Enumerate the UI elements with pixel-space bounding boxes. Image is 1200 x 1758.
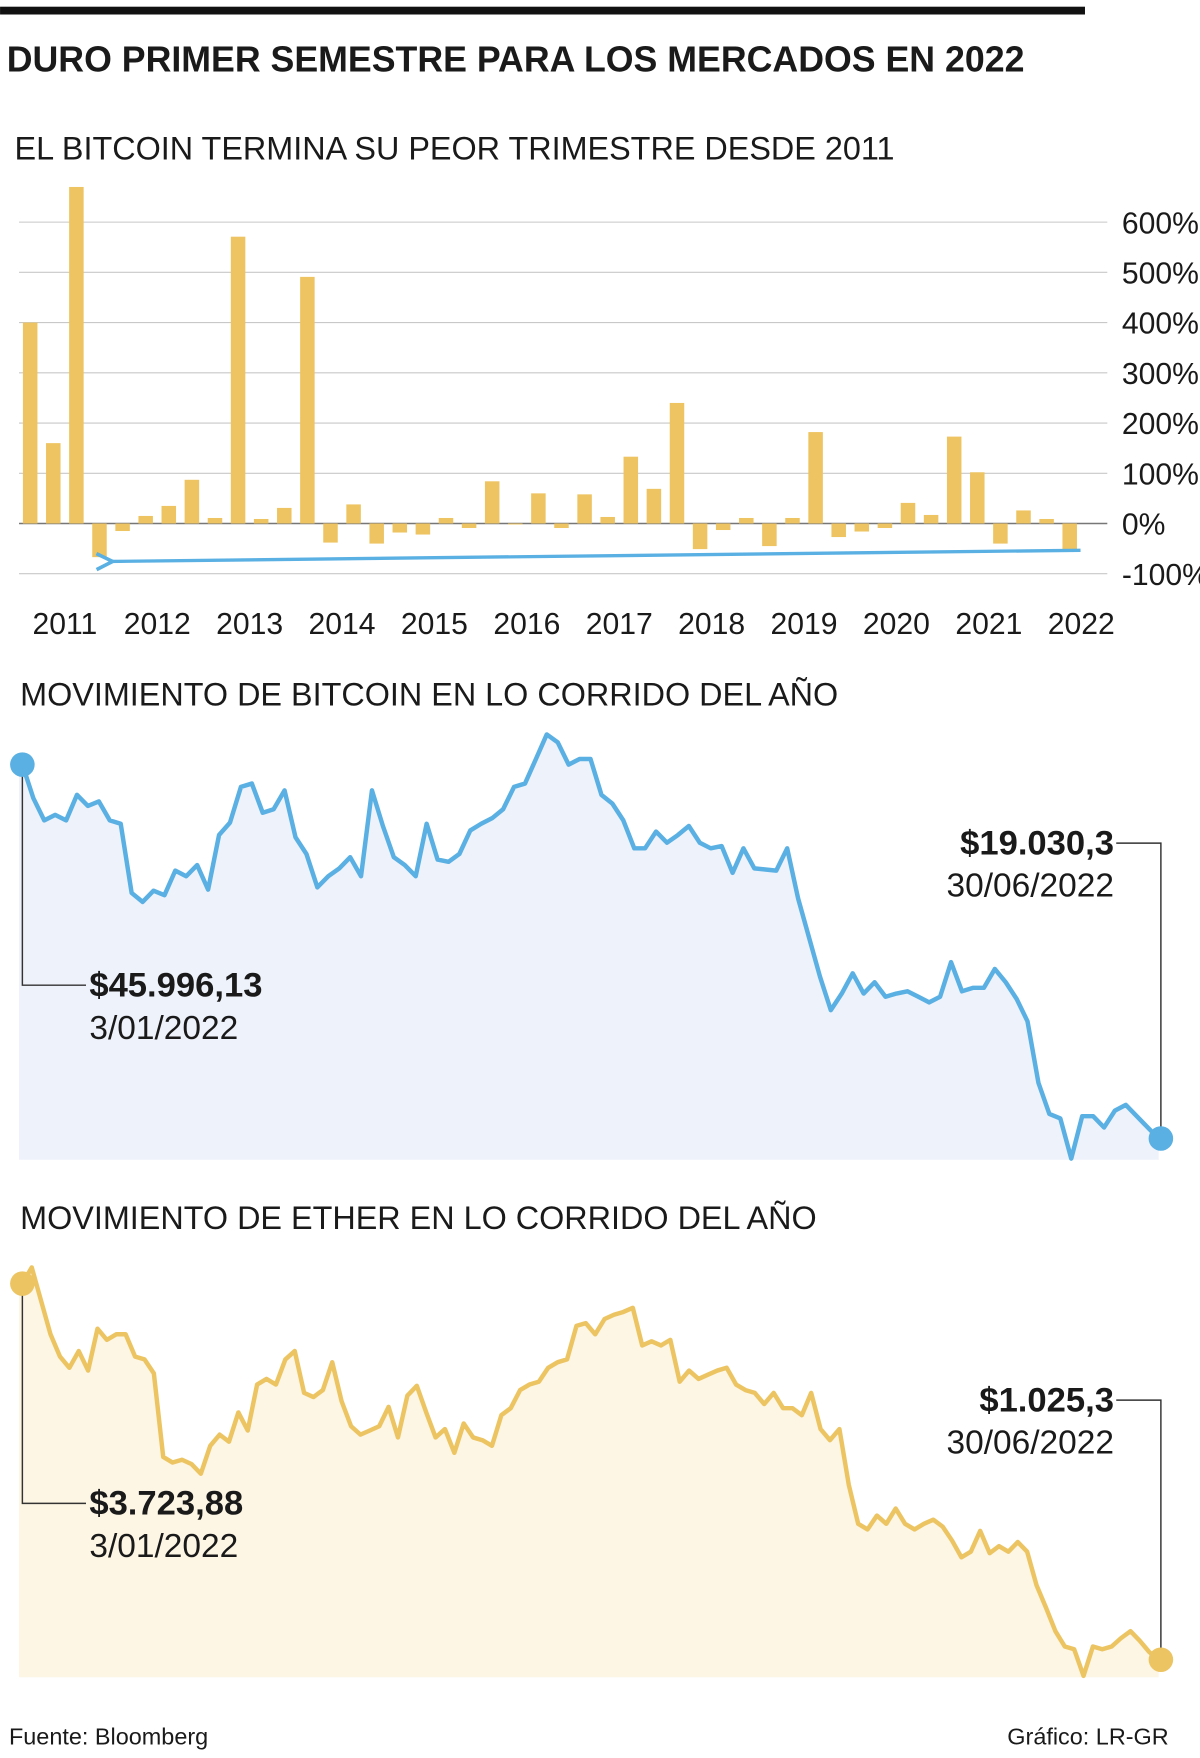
bar xyxy=(577,494,592,524)
chart-title: MOVIMIENTO DE BITCOIN EN LO CORRIDO DEL … xyxy=(20,675,838,712)
chart-title: EL BITCOIN TERMINA SU PEOR TRIMESTRE DES… xyxy=(15,131,895,167)
x-tick-label: 2019 xyxy=(771,608,838,641)
bar xyxy=(970,472,985,524)
bar xyxy=(531,493,546,524)
bar xyxy=(692,523,708,550)
bar xyxy=(877,523,893,529)
y-tick-label: 400% xyxy=(1122,308,1199,341)
arrow xyxy=(111,548,1081,561)
bar xyxy=(554,523,569,529)
bar xyxy=(623,456,639,524)
credit: Gráfico: LR-GR xyxy=(1007,1724,1168,1750)
x-tick-label: 2014 xyxy=(309,608,376,641)
leader-line xyxy=(21,764,86,986)
top-rule xyxy=(0,6,1085,15)
bar xyxy=(415,523,431,535)
bar xyxy=(669,402,685,524)
bar xyxy=(993,523,1008,544)
bar xyxy=(739,517,754,524)
bar xyxy=(715,523,731,531)
annotation-value: $45.996,13 xyxy=(89,966,262,1004)
y-tick-label: -100% xyxy=(1122,559,1200,592)
annotation-date: 3/01/2022 xyxy=(89,1528,238,1565)
bar xyxy=(646,488,662,524)
bar xyxy=(484,481,500,524)
bar xyxy=(762,523,777,547)
bar xyxy=(207,517,223,524)
bar xyxy=(161,505,177,524)
chart-title: MOVIMIENTO DE ETHER EN LO CORRIDO DEL AÑ… xyxy=(20,1199,817,1236)
area xyxy=(19,1267,1159,1678)
y-tick-label: 300% xyxy=(1122,358,1199,391)
bar xyxy=(808,432,823,524)
area xyxy=(19,734,1159,1160)
x-tick-label: 2012 xyxy=(124,608,191,641)
end-dot xyxy=(1148,1126,1174,1151)
x-tick-label: 2017 xyxy=(586,608,653,641)
end-dot xyxy=(1148,1647,1174,1673)
y-tick-label: 200% xyxy=(1122,408,1199,441)
bar xyxy=(323,523,338,543)
annotation-value: $3.723,88 xyxy=(89,1485,243,1523)
source: Fuente: Bloomberg xyxy=(9,1724,208,1750)
bar xyxy=(230,236,246,524)
start-dot xyxy=(10,1271,35,1296)
bar xyxy=(392,523,408,533)
x-tick-label: 2021 xyxy=(955,608,1022,641)
bar xyxy=(785,517,800,524)
annotation-date: 30/06/2022 xyxy=(946,868,1114,905)
bar xyxy=(508,523,523,525)
bar xyxy=(92,523,107,558)
bar xyxy=(253,518,269,524)
bar xyxy=(300,276,315,524)
x-tick-label: 2020 xyxy=(863,608,930,641)
bar xyxy=(184,479,200,524)
annotation-value: $19.030,3 xyxy=(960,824,1114,862)
annotation-date: 3/01/2022 xyxy=(89,1010,238,1047)
annotation-date: 30/06/2022 xyxy=(946,1425,1114,1462)
bar xyxy=(138,515,153,524)
bar xyxy=(461,523,477,529)
bar xyxy=(438,517,454,524)
bar xyxy=(1039,518,1054,524)
bar xyxy=(69,186,84,524)
main-title: DURO PRIMER SEMESTRE PARA LOS MERCADOS E… xyxy=(7,39,1025,79)
y-tick-label: 100% xyxy=(1122,458,1199,491)
bar xyxy=(854,523,870,532)
y-tick-label: 600% xyxy=(1122,207,1199,240)
bar xyxy=(277,507,292,524)
y-tick-label: 0% xyxy=(1122,509,1166,542)
bar xyxy=(923,514,939,524)
bar xyxy=(46,443,61,524)
bar xyxy=(115,523,130,532)
bar xyxy=(1016,510,1031,524)
annotation-value: $1.025,3 xyxy=(979,1381,1114,1419)
bar xyxy=(22,322,38,524)
leader-line xyxy=(1116,1399,1162,1660)
bar xyxy=(369,523,384,544)
bar xyxy=(900,502,916,524)
line xyxy=(20,1265,1161,1679)
x-tick-label: 2022 xyxy=(1048,608,1115,641)
bar xyxy=(346,504,361,524)
start-dot xyxy=(10,752,35,777)
leader-line xyxy=(1116,842,1162,1139)
leader-line xyxy=(21,1283,86,1505)
bar xyxy=(831,523,846,538)
x-tick-label: 2016 xyxy=(493,608,560,641)
bar xyxy=(1062,523,1077,552)
y-tick-label: 500% xyxy=(1122,258,1199,291)
bar xyxy=(946,436,962,524)
x-tick-label: 2011 xyxy=(32,608,97,641)
x-tick-label: 2018 xyxy=(678,608,745,641)
line xyxy=(20,732,1161,1161)
x-tick-label: 2015 xyxy=(401,608,468,641)
x-tick-label: 2013 xyxy=(216,608,283,641)
bar xyxy=(600,516,615,524)
